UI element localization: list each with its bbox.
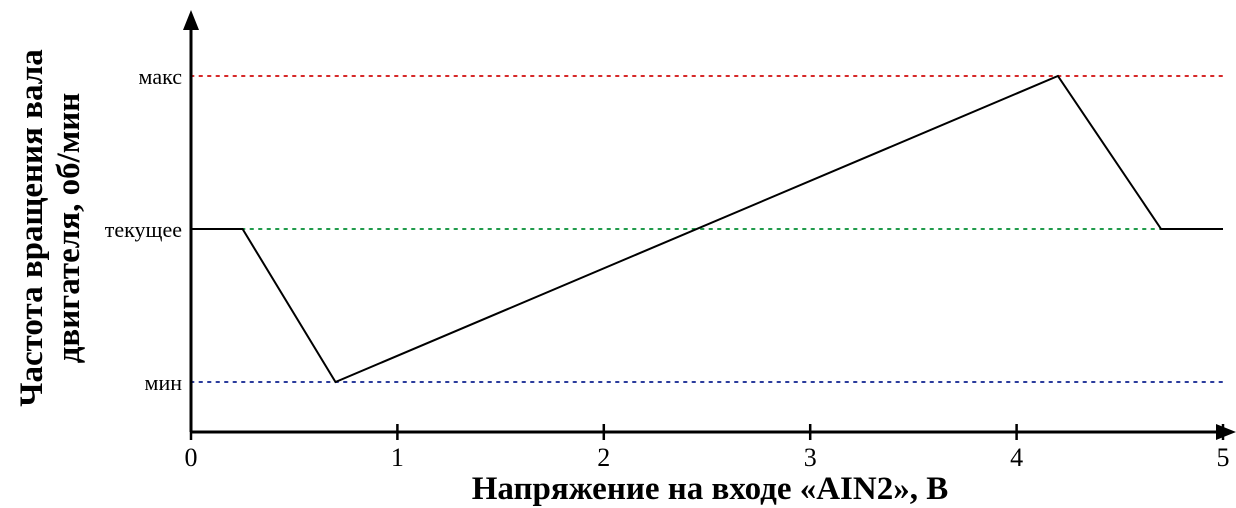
- level-label-min: мин: [145, 370, 183, 395]
- x-tick-label: 5: [1217, 443, 1230, 472]
- level-label-current: текущее: [105, 217, 182, 242]
- x-ticks: [189, 424, 1225, 440]
- x-tick-label: 2: [597, 443, 610, 472]
- series-line-0: [191, 74, 1223, 384]
- x-axis-arrow: [1216, 424, 1236, 440]
- x-tick-labels: 0 1 2 3 4 5: [185, 443, 1230, 472]
- y-axis-arrow: [183, 10, 199, 30]
- x-tick-label: 3: [804, 443, 817, 472]
- x-axis-title: Напряжение на входе «AIN2», В: [472, 471, 949, 507]
- level-labels: макс текущее мин: [105, 64, 182, 395]
- reference-lines: [190, 75, 1225, 383]
- y-axis-title-line-1: Частота вращения вала: [14, 49, 50, 407]
- level-label-max: макс: [139, 64, 183, 89]
- y-axis-title-line-2: двигателя, об/мин: [51, 93, 87, 364]
- axes: [183, 10, 1236, 440]
- x-tick-label: 1: [391, 443, 404, 472]
- series-group: [191, 74, 1223, 384]
- x-tick-label: 4: [1010, 443, 1023, 472]
- x-tick-label: 0: [185, 443, 198, 472]
